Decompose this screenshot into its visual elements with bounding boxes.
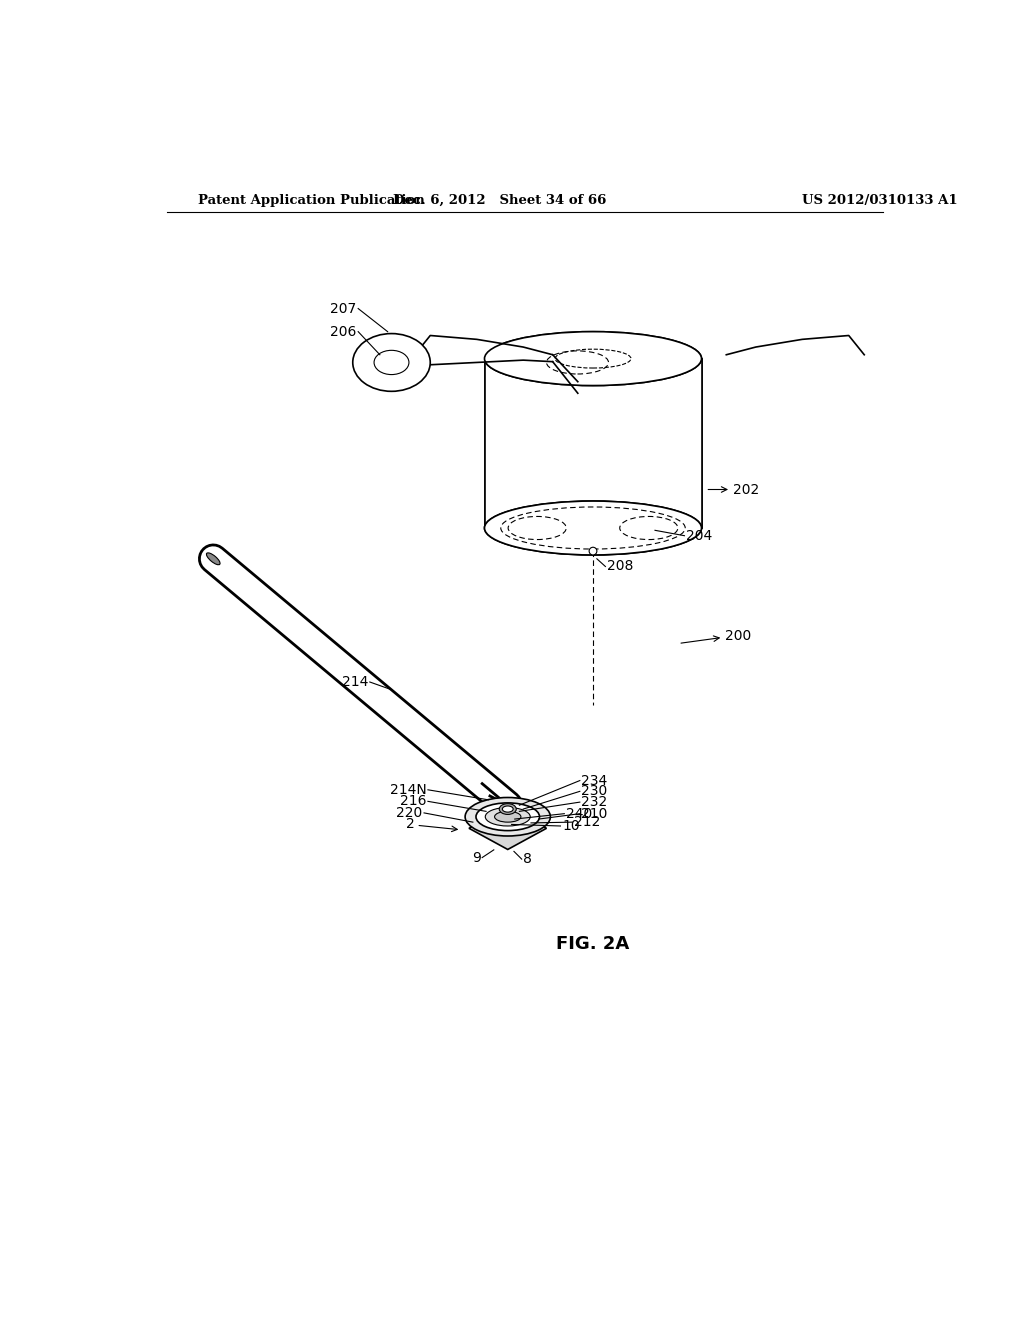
Ellipse shape <box>207 553 220 565</box>
Ellipse shape <box>484 502 701 554</box>
Ellipse shape <box>495 812 521 822</box>
Text: 232: 232 <box>582 795 607 809</box>
Text: 204: 204 <box>686 529 713 543</box>
Text: 2: 2 <box>406 817 415 832</box>
Text: 208: 208 <box>607 560 633 573</box>
Ellipse shape <box>484 331 701 385</box>
Text: FIG. 2A: FIG. 2A <box>556 935 630 953</box>
Text: 206: 206 <box>331 325 356 339</box>
Text: 214N: 214N <box>389 783 426 797</box>
Ellipse shape <box>500 804 516 814</box>
Text: 240: 240 <box>566 807 592 821</box>
Text: 214: 214 <box>342 675 369 689</box>
Text: 9: 9 <box>472 850 480 865</box>
Polygon shape <box>414 335 553 376</box>
Text: 212: 212 <box>573 816 600 829</box>
Text: 210: 210 <box>582 807 608 821</box>
Ellipse shape <box>485 808 530 826</box>
Text: 10: 10 <box>562 818 580 833</box>
Text: 220: 220 <box>396 807 423 820</box>
Text: US 2012/0310133 A1: US 2012/0310133 A1 <box>802 194 957 207</box>
Text: 8: 8 <box>523 853 532 866</box>
Text: 234: 234 <box>582 774 607 788</box>
Ellipse shape <box>503 807 513 812</box>
Polygon shape <box>469 807 547 850</box>
Text: 230: 230 <box>582 784 607 799</box>
Text: Dec. 6, 2012   Sheet 34 of 66: Dec. 6, 2012 Sheet 34 of 66 <box>393 194 606 207</box>
Text: 216: 216 <box>400 795 426 808</box>
Ellipse shape <box>352 334 430 391</box>
Text: 200: 200 <box>725 628 751 643</box>
Text: 202: 202 <box>732 483 759 496</box>
Ellipse shape <box>465 797 550 836</box>
Ellipse shape <box>374 350 409 375</box>
Ellipse shape <box>589 548 597 554</box>
Ellipse shape <box>484 502 701 554</box>
Ellipse shape <box>484 331 701 385</box>
Ellipse shape <box>476 803 540 830</box>
Text: Patent Application Publication: Patent Application Publication <box>198 194 425 207</box>
Polygon shape <box>484 359 701 528</box>
Text: 207: 207 <box>331 301 356 315</box>
